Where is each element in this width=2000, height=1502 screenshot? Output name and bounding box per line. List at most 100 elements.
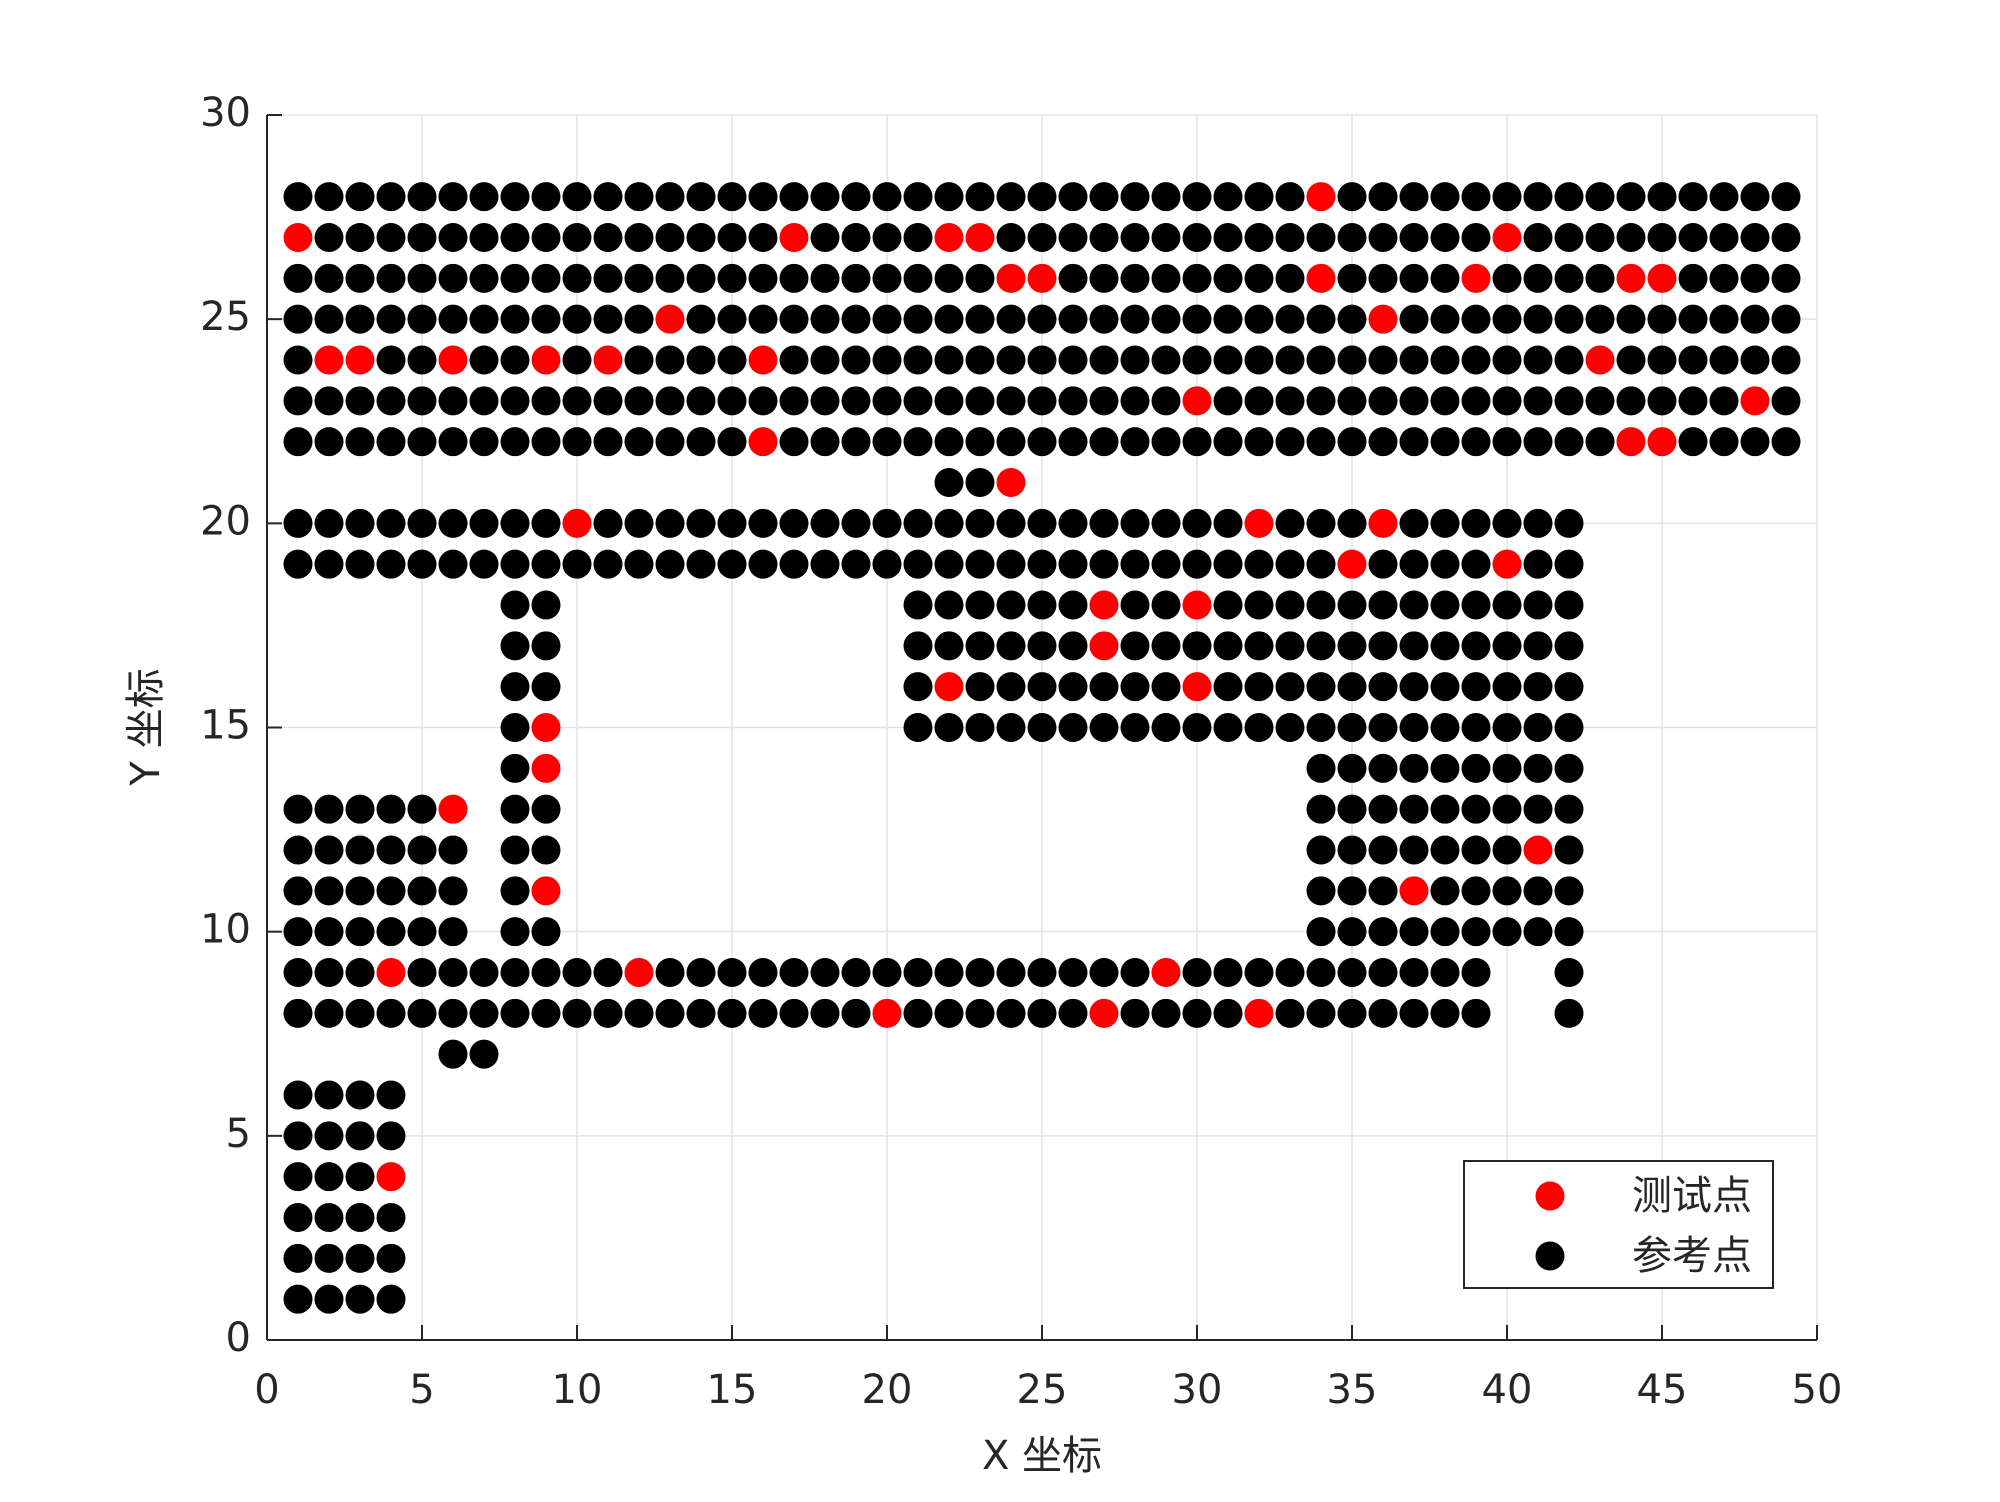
scatter-point <box>903 549 933 579</box>
scatter-point <box>1492 263 1522 293</box>
scatter-point <box>717 958 747 987</box>
scatter-point <box>1647 345 1677 375</box>
scatter-point <box>1399 876 1429 906</box>
scatter-point <box>965 958 995 987</box>
scatter-point <box>345 1243 375 1273</box>
scatter-point <box>562 182 592 212</box>
scatter-point <box>1058 590 1088 620</box>
scatter-point <box>624 427 654 457</box>
scatter-point <box>1151 386 1181 416</box>
scatter-point <box>1058 631 1088 661</box>
scatter-point <box>1089 223 1119 252</box>
scatter-point <box>810 263 840 293</box>
scatter-point <box>500 958 530 987</box>
scatter-point <box>1399 345 1429 375</box>
scatter-point <box>1027 672 1057 702</box>
scatter-point <box>1027 427 1057 457</box>
scatter-point <box>1058 958 1088 987</box>
scatter-point <box>1182 223 1212 252</box>
x-axis-label: X 坐标 <box>982 1433 1102 1479</box>
scatter-point <box>407 958 437 987</box>
scatter-point <box>345 1121 375 1151</box>
scatter-point <box>1647 182 1677 212</box>
scatter-point <box>500 386 530 416</box>
scatter-point <box>500 223 530 252</box>
scatter-point <box>1492 386 1522 416</box>
scatter-point <box>283 1162 313 1192</box>
scatter-point <box>407 876 437 906</box>
scatter-point <box>1430 753 1460 783</box>
scatter-point <box>841 958 871 987</box>
scatter-point <box>965 223 995 252</box>
scatter-point <box>841 549 871 579</box>
scatter-point <box>1523 223 1553 252</box>
scatter-point <box>1275 345 1305 375</box>
scatter-point <box>376 1080 406 1110</box>
scatter-point <box>655 304 685 334</box>
scatter-point <box>1275 427 1305 457</box>
scatter-point <box>686 263 716 293</box>
scatter-point <box>1182 958 1212 987</box>
scatter-point <box>996 345 1026 375</box>
scatter-point <box>500 182 530 212</box>
scatter-point <box>934 182 964 212</box>
scatter-point <box>1492 917 1522 947</box>
scatter-point <box>1058 549 1088 579</box>
scatter-point <box>376 1121 406 1151</box>
scatter-point <box>314 794 344 824</box>
scatter-point <box>1120 345 1150 375</box>
scatter-point <box>531 590 561 620</box>
scatter-point <box>593 998 623 1028</box>
scatter-point <box>1306 263 1336 293</box>
scatter-point <box>1430 549 1460 579</box>
scatter-point <box>531 876 561 906</box>
scatter-point <box>1678 345 1708 375</box>
scatter-point <box>934 958 964 987</box>
scatter-point <box>314 876 344 906</box>
scatter-point <box>314 345 344 375</box>
scatter-point <box>1027 263 1057 293</box>
scatter-point <box>1399 182 1429 212</box>
scatter-point <box>1492 427 1522 457</box>
scatter-point <box>1306 672 1336 702</box>
scatter-point <box>779 223 809 252</box>
scatter-point <box>1585 182 1615 212</box>
scatter-point <box>934 549 964 579</box>
scatter-point <box>1554 835 1584 865</box>
scatter-point <box>1058 263 1088 293</box>
scatter-point <box>965 631 995 661</box>
scatter-point <box>1182 549 1212 579</box>
scatter-point <box>1089 386 1119 416</box>
scatter-point <box>438 998 468 1028</box>
scatter-point <box>1399 304 1429 334</box>
scatter-point <box>407 263 437 293</box>
scatter-point <box>1585 263 1615 293</box>
scatter-point <box>996 713 1026 742</box>
scatter-point <box>1151 263 1181 293</box>
scatter-point <box>500 263 530 293</box>
scatter-point <box>562 263 592 293</box>
scatter-point <box>1771 386 1801 416</box>
scatter-point <box>996 590 1026 620</box>
scatter-point <box>1399 917 1429 947</box>
scatter-point <box>562 386 592 416</box>
scatter-point <box>531 304 561 334</box>
scatter-point <box>376 427 406 457</box>
scatter-point <box>1585 427 1615 457</box>
scatter-point <box>1213 223 1243 252</box>
scatter-point <box>779 427 809 457</box>
scatter-point <box>1492 345 1522 375</box>
scatter-point <box>1306 876 1336 906</box>
scatter-point <box>748 263 778 293</box>
scatter-point <box>996 223 1026 252</box>
scatter-point <box>779 304 809 334</box>
scatter-point <box>1740 223 1770 252</box>
scatter-point <box>965 427 995 457</box>
scatter-point <box>1058 427 1088 457</box>
scatter-point <box>1461 590 1491 620</box>
scatter-point <box>872 508 902 538</box>
scatter-point <box>314 304 344 334</box>
scatter-point <box>1058 672 1088 702</box>
scatter-point <box>1275 590 1305 620</box>
scatter-point <box>1461 713 1491 742</box>
